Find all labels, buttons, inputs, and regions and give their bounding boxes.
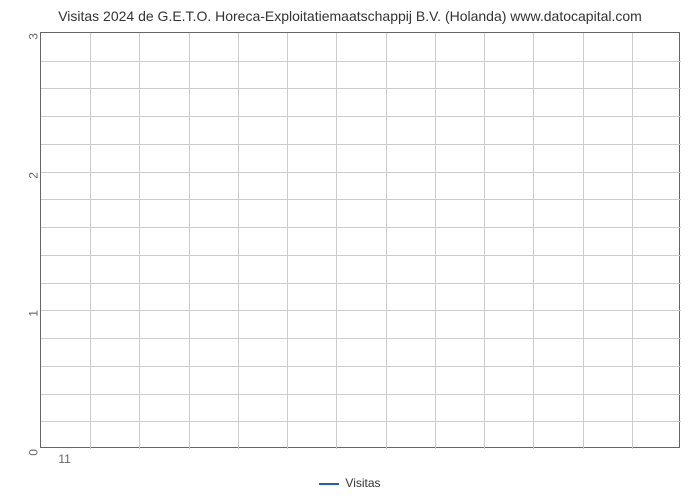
gridline-horizontal [41, 338, 681, 339]
gridline-horizontal [41, 172, 681, 173]
y-tick-label: 1 [27, 310, 41, 317]
gridline-vertical [90, 33, 91, 449]
chart-title: Visitas 2024 de G.E.T.O. Horeca-Exploita… [0, 8, 700, 24]
gridline-horizontal [41, 310, 681, 311]
y-tick-label: 2 [27, 172, 41, 179]
gridline-vertical [435, 33, 436, 449]
legend: Visitas [0, 476, 700, 490]
gridline-horizontal [41, 366, 681, 367]
gridline-horizontal [41, 255, 681, 256]
legend-swatch [319, 483, 339, 485]
gridline-vertical [189, 33, 190, 449]
gridline-vertical [484, 33, 485, 449]
gridline-horizontal [41, 61, 681, 62]
plot-area [40, 32, 680, 448]
gridline-horizontal [41, 394, 681, 395]
gridline-vertical [632, 33, 633, 449]
gridline-horizontal [41, 283, 681, 284]
gridline-vertical [287, 33, 288, 449]
gridline-horizontal [41, 421, 681, 422]
x-tick-label: 11 [45, 452, 85, 466]
legend-label: Visitas [345, 476, 380, 490]
gridline-vertical [386, 33, 387, 449]
gridline-vertical [336, 33, 337, 449]
gridline-vertical [583, 33, 584, 449]
gridline-horizontal [41, 144, 681, 145]
gridline-vertical [533, 33, 534, 449]
gridline-horizontal [41, 88, 681, 89]
gridline-horizontal [41, 227, 681, 228]
y-tick-label: 0 [27, 449, 41, 456]
gridline-vertical [238, 33, 239, 449]
gridline-horizontal [41, 199, 681, 200]
gridline-vertical [139, 33, 140, 449]
gridline-horizontal [41, 116, 681, 117]
y-tick-label: 3 [27, 33, 41, 40]
